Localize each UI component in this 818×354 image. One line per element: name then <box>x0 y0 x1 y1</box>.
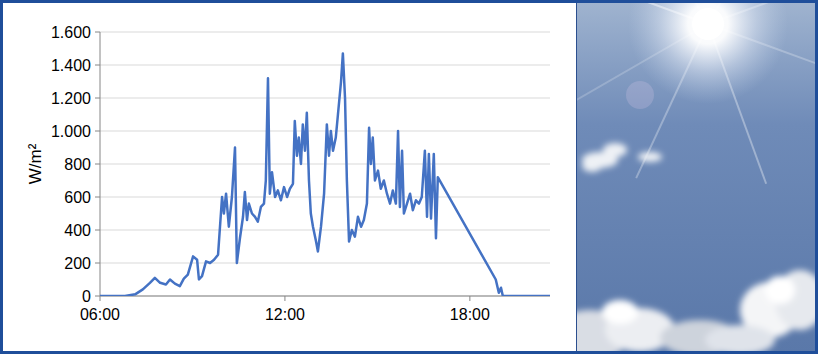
photo <box>548 0 818 354</box>
grid-line <box>100 32 550 33</box>
grid-line <box>100 131 550 132</box>
x-tick <box>469 296 470 301</box>
y-tick <box>95 197 100 198</box>
cloud <box>582 160 602 172</box>
x-tick <box>284 296 285 301</box>
y-tick-label: 200 <box>64 255 91 272</box>
cloud <box>603 143 627 157</box>
y-tick <box>95 65 100 66</box>
y-tick <box>95 32 100 33</box>
grid-line <box>100 296 550 297</box>
y-tick <box>95 98 100 99</box>
y-tick <box>95 164 100 165</box>
y-tick-label: 600 <box>64 189 91 206</box>
grid-line <box>100 98 550 99</box>
data-line <box>100 53 550 296</box>
grid-line <box>100 65 550 66</box>
x-tick-label: 18:00 <box>450 306 490 323</box>
x-tick-label: 12:00 <box>265 306 305 323</box>
y-axis <box>100 32 101 296</box>
x-tick-label: 06:00 <box>80 306 120 323</box>
cloud <box>705 325 775 351</box>
y-tick-label: 1.400 <box>51 57 91 74</box>
plot-area <box>100 53 550 296</box>
clouds <box>577 143 815 351</box>
sun <box>692 8 724 40</box>
y-tick <box>95 230 100 231</box>
chart: 0 200 400 600 800 1.000 1.200 1.400 1.600 06:00 12… <box>0 0 818 354</box>
cloud <box>765 276 795 304</box>
x-tick <box>100 296 101 301</box>
y-tick <box>95 296 100 297</box>
grid-line <box>100 263 550 264</box>
y-tick-label: 0 <box>82 288 91 305</box>
cloud <box>638 152 662 162</box>
frame <box>2 2 817 353</box>
x-axis <box>100 296 550 297</box>
y-tick-label: 800 <box>64 156 91 173</box>
photo-content <box>577 3 815 351</box>
y-tick-label: 1.000 <box>51 123 91 140</box>
cloud <box>602 300 638 324</box>
y-axis-label: W/m² <box>26 143 45 184</box>
y-tick <box>95 263 100 264</box>
y-tick-label: 1.600 <box>51 24 91 41</box>
y-tick-label: 1.200 <box>51 90 91 107</box>
lens-flare <box>626 81 654 109</box>
y-tick-label: 400 <box>64 222 91 239</box>
y-tick <box>95 131 100 132</box>
divider <box>576 3 577 351</box>
grid-line <box>100 230 550 231</box>
